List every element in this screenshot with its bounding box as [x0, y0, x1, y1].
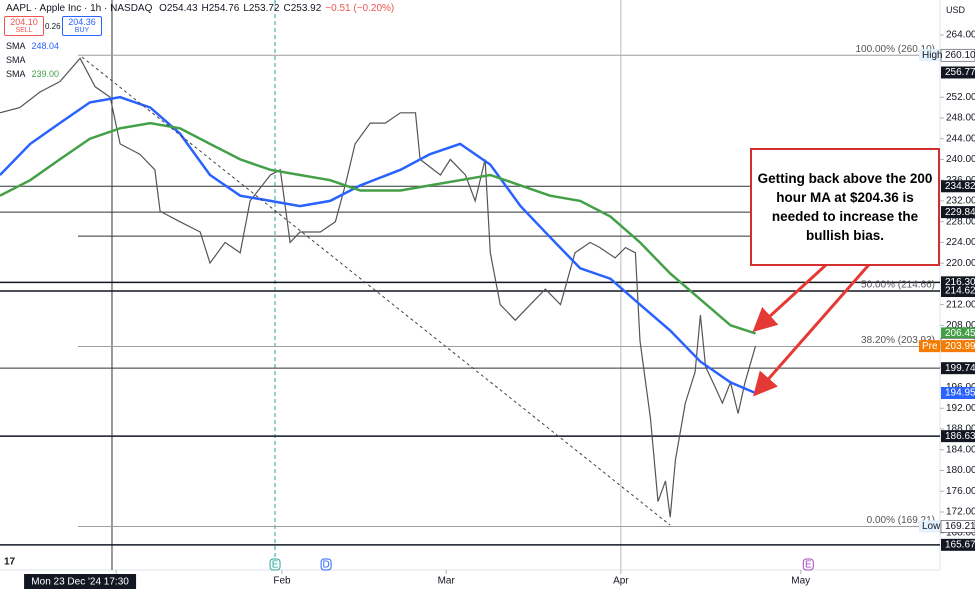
indicator-value: 248.04	[31, 41, 60, 51]
series-line	[0, 121, 756, 335]
price-label-bg	[941, 327, 975, 340]
y-tick-label: 180.00	[946, 465, 975, 476]
y-tick-label: 188.00	[946, 424, 975, 435]
y-tick-label: 176.00	[946, 486, 975, 497]
fib-label: 50.00% (214.66)	[861, 279, 935, 290]
event-marker	[320, 558, 332, 571]
price-label: 199.74	[945, 363, 975, 374]
indicator-row: SMA 248.04	[6, 41, 59, 51]
series-line	[0, 57, 757, 518]
price-label: 260.10	[945, 50, 975, 61]
spread: 0.26	[45, 22, 61, 31]
y-tick-label: 212.00	[946, 299, 975, 310]
price-label: 234.82	[945, 181, 975, 192]
price-label-bg	[941, 430, 975, 443]
y-tick-label: 192.00	[946, 403, 975, 414]
y-tick-label: 228.00	[946, 216, 975, 227]
ohlc-value: H254.76	[201, 3, 240, 14]
symbol-line: AAPL · Apple Inc · 1h · NASDAQ O254.43 H2…	[6, 3, 394, 14]
price-label-bg	[941, 340, 975, 353]
y-tick-label: 248.00	[946, 113, 975, 124]
y-tick-label: 172.00	[946, 507, 975, 518]
ohlc-value: L253.72	[243, 3, 280, 14]
y-tick-label: 208.00	[946, 320, 975, 331]
price-label: 229.84	[945, 207, 975, 218]
ohlc-value: C253.92	[283, 3, 322, 14]
x-tick-label: May	[791, 576, 810, 587]
price-tag: High	[922, 50, 943, 61]
ohlc-value: O254.43	[159, 3, 198, 14]
event-label: E	[805, 560, 812, 571]
event-marker	[269, 558, 281, 571]
price-label-bg	[941, 285, 975, 298]
fib-label: 100.00% (260.10)	[855, 44, 935, 55]
y-tick-label: 252.00	[946, 92, 975, 103]
price-label: 165.67	[945, 539, 975, 550]
indicator-name: SMA	[6, 69, 26, 79]
indicator-value: 239.00	[31, 69, 60, 79]
crosshair-label-bg	[24, 574, 137, 589]
event-label: E	[272, 560, 279, 571]
y-tick-label: 264.00	[946, 30, 975, 41]
buy-price: 204.36	[68, 17, 96, 27]
price-label-bg	[941, 206, 975, 219]
price-label-bg	[941, 66, 975, 79]
y-tick-label: 240.00	[946, 154, 975, 165]
sell-price: 204.10	[10, 17, 38, 27]
x-tick-label: Mar	[438, 576, 456, 587]
event-label: D	[322, 560, 329, 571]
y-tick-label: 184.00	[946, 444, 975, 455]
y-tick-label: 168.00	[946, 527, 975, 538]
crosshair-label: Mon 23 Dec '24 17:30	[31, 577, 129, 588]
sell-label: SELL	[15, 27, 33, 34]
price-label: 214.62	[945, 286, 975, 297]
sell-button[interactable]: 204.10 SELL	[4, 16, 44, 36]
price-label-bg	[940, 48, 975, 62]
annotation: Getting back above the 200 hour MA at $2…	[750, 148, 940, 266]
price-label: 203.99	[945, 341, 975, 352]
y-tick-label: 244.00	[946, 133, 975, 144]
price-label-bg	[941, 362, 975, 375]
indicator-row: SMA	[6, 55, 26, 65]
buy-label: BUY	[74, 27, 90, 34]
indicator-name: SMA	[6, 41, 26, 51]
x-tick-label: Apr	[613, 576, 629, 587]
price-label-bg	[940, 520, 975, 533]
price-label: 186.63	[945, 431, 975, 442]
ohlc: O254.43 H254.76 L253.72 C253.92 −0.51 (−0.20…	[155, 3, 394, 14]
price-tag-bg	[919, 49, 940, 62]
symbol: AAPL · Apple Inc · 1h · NASDAQ	[6, 3, 153, 14]
arrow	[753, 242, 890, 397]
price-label: 169.21	[945, 521, 975, 532]
price-label: 256.77	[945, 67, 975, 78]
price-label: 206.45	[945, 328, 975, 339]
ohlc-value: −0.51 (−0.20%)	[325, 3, 395, 14]
price-label-bg	[941, 538, 975, 551]
currency: USD	[946, 5, 966, 15]
trend-line	[81, 56, 671, 526]
buy-button[interactable]: 204.36 BUY	[62, 16, 102, 36]
x-tick-label: Feb	[273, 576, 291, 587]
price-tag-bg	[919, 520, 940, 533]
price-label-bg	[941, 180, 975, 193]
indicator-row: SMA 239.00	[6, 69, 59, 79]
price-label: 216.30	[945, 277, 975, 288]
price-label-bg	[941, 387, 975, 400]
indicator-name: SMA	[6, 55, 26, 65]
fib-label: 38.20% (203.93)	[861, 335, 935, 346]
price-tag: Low	[922, 521, 941, 532]
y-tick-label: 224.00	[946, 237, 975, 248]
fib-label: 0.00% (169.21)	[867, 515, 935, 526]
event-marker	[802, 558, 814, 571]
y-tick-label: 220.00	[946, 258, 975, 269]
price-tag-bg	[919, 340, 940, 353]
logo: 17	[4, 557, 16, 568]
series-line	[0, 95, 756, 395]
price-tag: Pre	[922, 341, 938, 352]
price-label: 194.95	[945, 388, 975, 399]
y-tick-label: 232.00	[946, 196, 975, 207]
